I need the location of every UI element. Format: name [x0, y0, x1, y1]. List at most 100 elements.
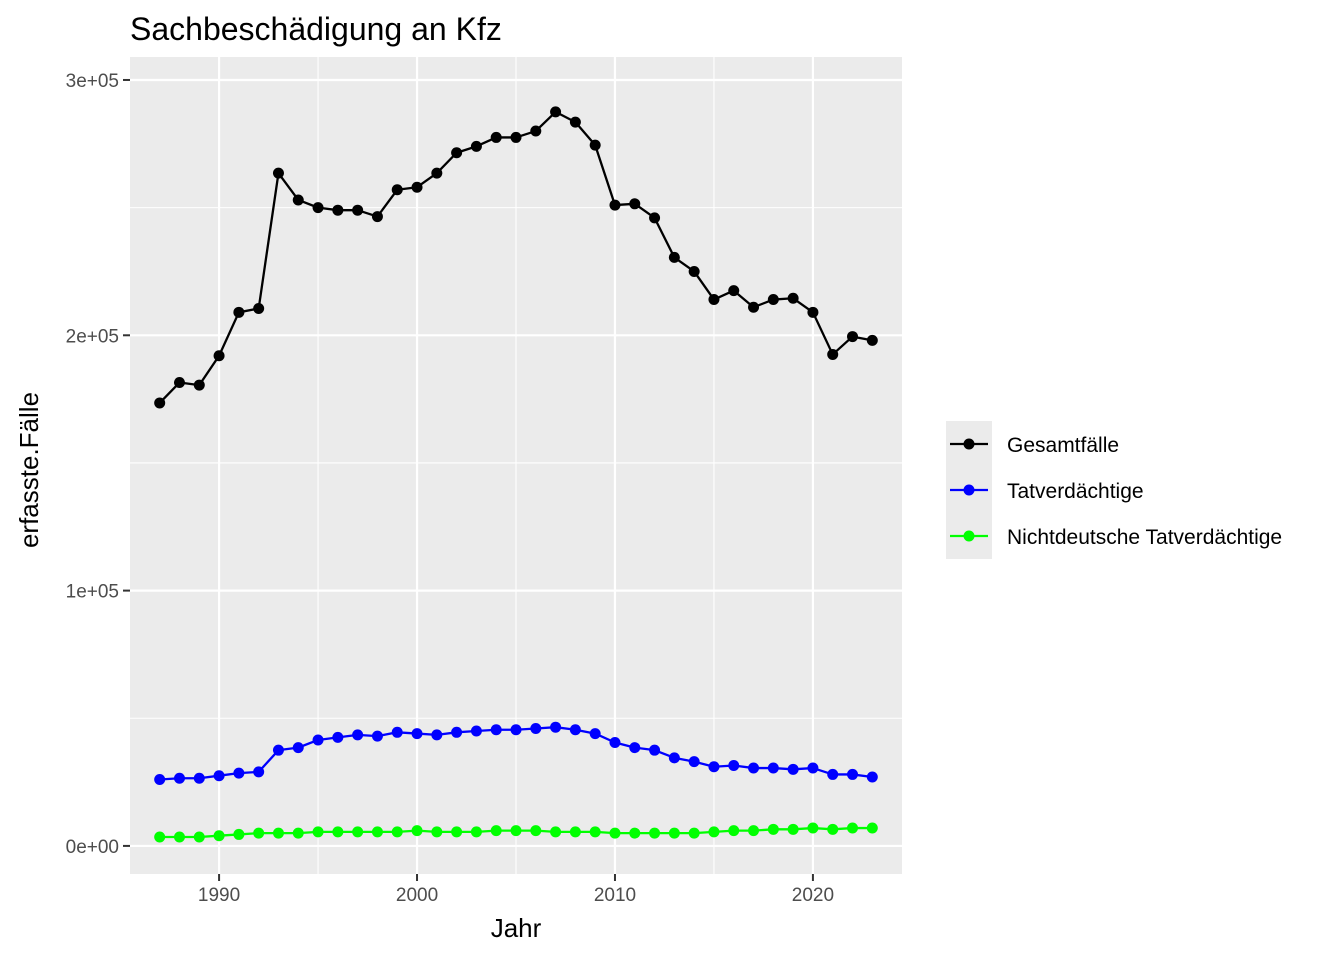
data-point	[312, 826, 324, 838]
data-point	[827, 768, 839, 780]
data-point	[649, 744, 661, 756]
data-point	[748, 825, 760, 837]
data-point	[173, 377, 185, 389]
series-1	[154, 721, 878, 786]
data-point	[866, 334, 878, 346]
data-point	[470, 140, 482, 152]
data-point	[233, 828, 245, 840]
data-point	[609, 199, 621, 211]
data-point	[748, 301, 760, 313]
x-axis: 1990 2000 2010 2020	[198, 874, 834, 906]
data-point	[451, 147, 463, 159]
data-point	[589, 728, 601, 740]
data-point	[312, 734, 324, 746]
data-point	[629, 742, 641, 754]
data-point	[728, 825, 740, 837]
series-layer	[154, 106, 878, 843]
data-point	[688, 265, 700, 277]
x-tick-label: 2020	[792, 885, 834, 906]
data-point	[352, 826, 364, 838]
data-point	[530, 722, 542, 734]
data-point	[332, 204, 344, 216]
data-point	[213, 350, 225, 362]
data-point	[827, 823, 839, 835]
data-point	[866, 771, 878, 783]
data-point	[154, 397, 166, 409]
data-point	[767, 762, 779, 774]
data-point	[550, 106, 562, 118]
data-point	[391, 184, 403, 196]
data-point	[668, 827, 680, 839]
data-point	[411, 728, 423, 740]
data-point	[787, 763, 799, 775]
data-point	[807, 762, 819, 774]
data-point	[787, 292, 799, 304]
data-point	[371, 826, 383, 838]
data-point	[589, 826, 601, 838]
data-point	[490, 825, 502, 837]
data-point	[253, 766, 265, 778]
data-point	[510, 724, 522, 736]
legend-label: Tatverdächtige	[1007, 480, 1144, 503]
data-point	[233, 306, 245, 318]
data-point	[292, 742, 304, 754]
data-point	[272, 827, 284, 839]
data-point	[213, 770, 225, 782]
data-point	[847, 822, 859, 834]
legend-key-point	[963, 530, 975, 542]
data-point	[589, 139, 601, 151]
data-point	[629, 198, 641, 210]
data-point	[352, 729, 364, 741]
data-point	[431, 167, 443, 179]
data-point	[787, 823, 799, 835]
y-axis-title: erfasste.Fälle	[14, 392, 44, 548]
data-point	[272, 744, 284, 756]
data-point	[253, 302, 265, 314]
data-point	[708, 761, 720, 773]
data-point	[748, 762, 760, 774]
series-2	[154, 822, 878, 843]
data-point	[609, 827, 621, 839]
data-point	[371, 211, 383, 223]
data-point	[649, 212, 661, 224]
data-point	[193, 831, 205, 843]
legend-label: Nichtdeutsche Tatverdächtige	[1007, 526, 1282, 549]
data-point	[352, 204, 364, 216]
data-point	[292, 827, 304, 839]
data-point	[253, 827, 265, 839]
grid-major	[130, 57, 902, 874]
data-point	[490, 131, 502, 143]
data-point	[510, 131, 522, 143]
data-point	[451, 726, 463, 738]
legend: Gesamtfälle Tatverdächtige Nichtdeutsche T…	[946, 421, 1282, 559]
data-point	[451, 826, 463, 838]
data-point	[431, 826, 443, 838]
data-point	[569, 724, 581, 736]
data-point	[550, 721, 562, 733]
y-axis: 0e+00 1e+05 2e+05 3e+05	[66, 71, 130, 858]
y-tick-label: 0e+00	[66, 837, 119, 858]
data-point	[847, 331, 859, 343]
data-point	[728, 759, 740, 771]
x-tick-label: 2010	[594, 885, 636, 906]
grid-minor	[130, 57, 902, 874]
data-point	[233, 767, 245, 779]
legend-key-point	[963, 484, 975, 496]
data-point	[847, 768, 859, 780]
data-point	[312, 202, 324, 214]
data-point	[173, 831, 185, 843]
data-point	[688, 827, 700, 839]
data-point	[431, 729, 443, 741]
legend-label: Gesamtfälle	[1007, 434, 1119, 457]
data-point	[569, 116, 581, 128]
x-tick-label: 2000	[396, 885, 438, 906]
data-point	[708, 294, 720, 306]
data-point	[668, 752, 680, 764]
data-point	[154, 774, 166, 786]
data-point	[866, 822, 878, 834]
data-point	[530, 825, 542, 837]
data-point	[688, 756, 700, 768]
chart-title: Sachbeschädigung an Kfz	[130, 11, 502, 47]
data-point	[807, 822, 819, 834]
